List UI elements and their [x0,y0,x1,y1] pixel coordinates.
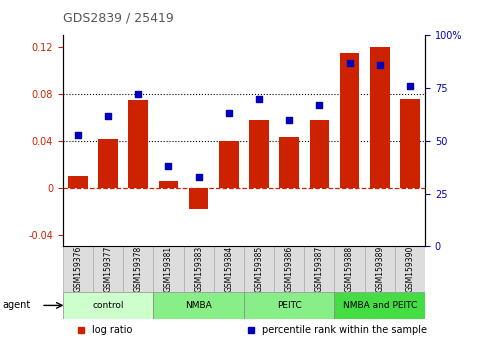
Bar [395,246,425,292]
Text: NMBA and PEITC: NMBA and PEITC [342,301,417,310]
Text: percentile rank within the sample: percentile rank within the sample [262,325,427,335]
Bar [98,138,118,188]
Text: PEITC: PEITC [277,301,301,310]
Bar [219,141,239,188]
Bar [304,246,334,292]
Point [285,117,293,122]
Point [195,174,202,179]
Bar [334,246,365,292]
Text: GSM159377: GSM159377 [103,246,113,292]
Bar [189,188,209,209]
Text: log ratio: log ratio [92,325,132,335]
Text: GSM159389: GSM159389 [375,246,384,292]
Point [134,92,142,97]
Point [255,96,263,102]
Point [165,163,172,169]
Bar [154,246,184,292]
Text: GSM159384: GSM159384 [224,246,233,292]
Point [315,102,323,108]
Bar [123,246,154,292]
Bar [365,246,395,292]
Bar [63,292,154,319]
Bar [213,246,244,292]
Text: GDS2839 / 25419: GDS2839 / 25419 [63,12,173,25]
Bar [244,246,274,292]
Text: agent: agent [2,301,30,310]
Text: GSM159383: GSM159383 [194,246,203,292]
Bar [68,176,88,188]
Text: GSM159385: GSM159385 [255,246,264,292]
Bar [340,53,359,188]
Bar [93,246,123,292]
Point [406,83,414,89]
Bar [370,47,390,188]
Text: GSM159390: GSM159390 [405,246,414,292]
Bar [249,120,269,188]
Point [376,62,384,68]
Bar [63,246,93,292]
Text: GSM159386: GSM159386 [284,246,294,292]
Text: GSM159388: GSM159388 [345,246,354,292]
Text: GSM159378: GSM159378 [134,246,143,292]
Bar [128,100,148,188]
Bar [400,99,420,188]
Point [225,110,233,116]
Bar [154,292,244,319]
Point [104,113,112,118]
Text: GSM159387: GSM159387 [315,246,324,292]
Point [74,132,82,137]
Text: GSM159381: GSM159381 [164,246,173,292]
Bar [279,137,299,188]
Bar [244,292,334,319]
Point [346,60,354,65]
Bar [158,181,178,188]
Text: GSM159376: GSM159376 [73,246,83,292]
Bar [310,120,329,188]
Text: NMBA: NMBA [185,301,212,310]
Bar [334,292,425,319]
Bar [184,246,213,292]
Bar [274,246,304,292]
Text: control: control [92,301,124,310]
